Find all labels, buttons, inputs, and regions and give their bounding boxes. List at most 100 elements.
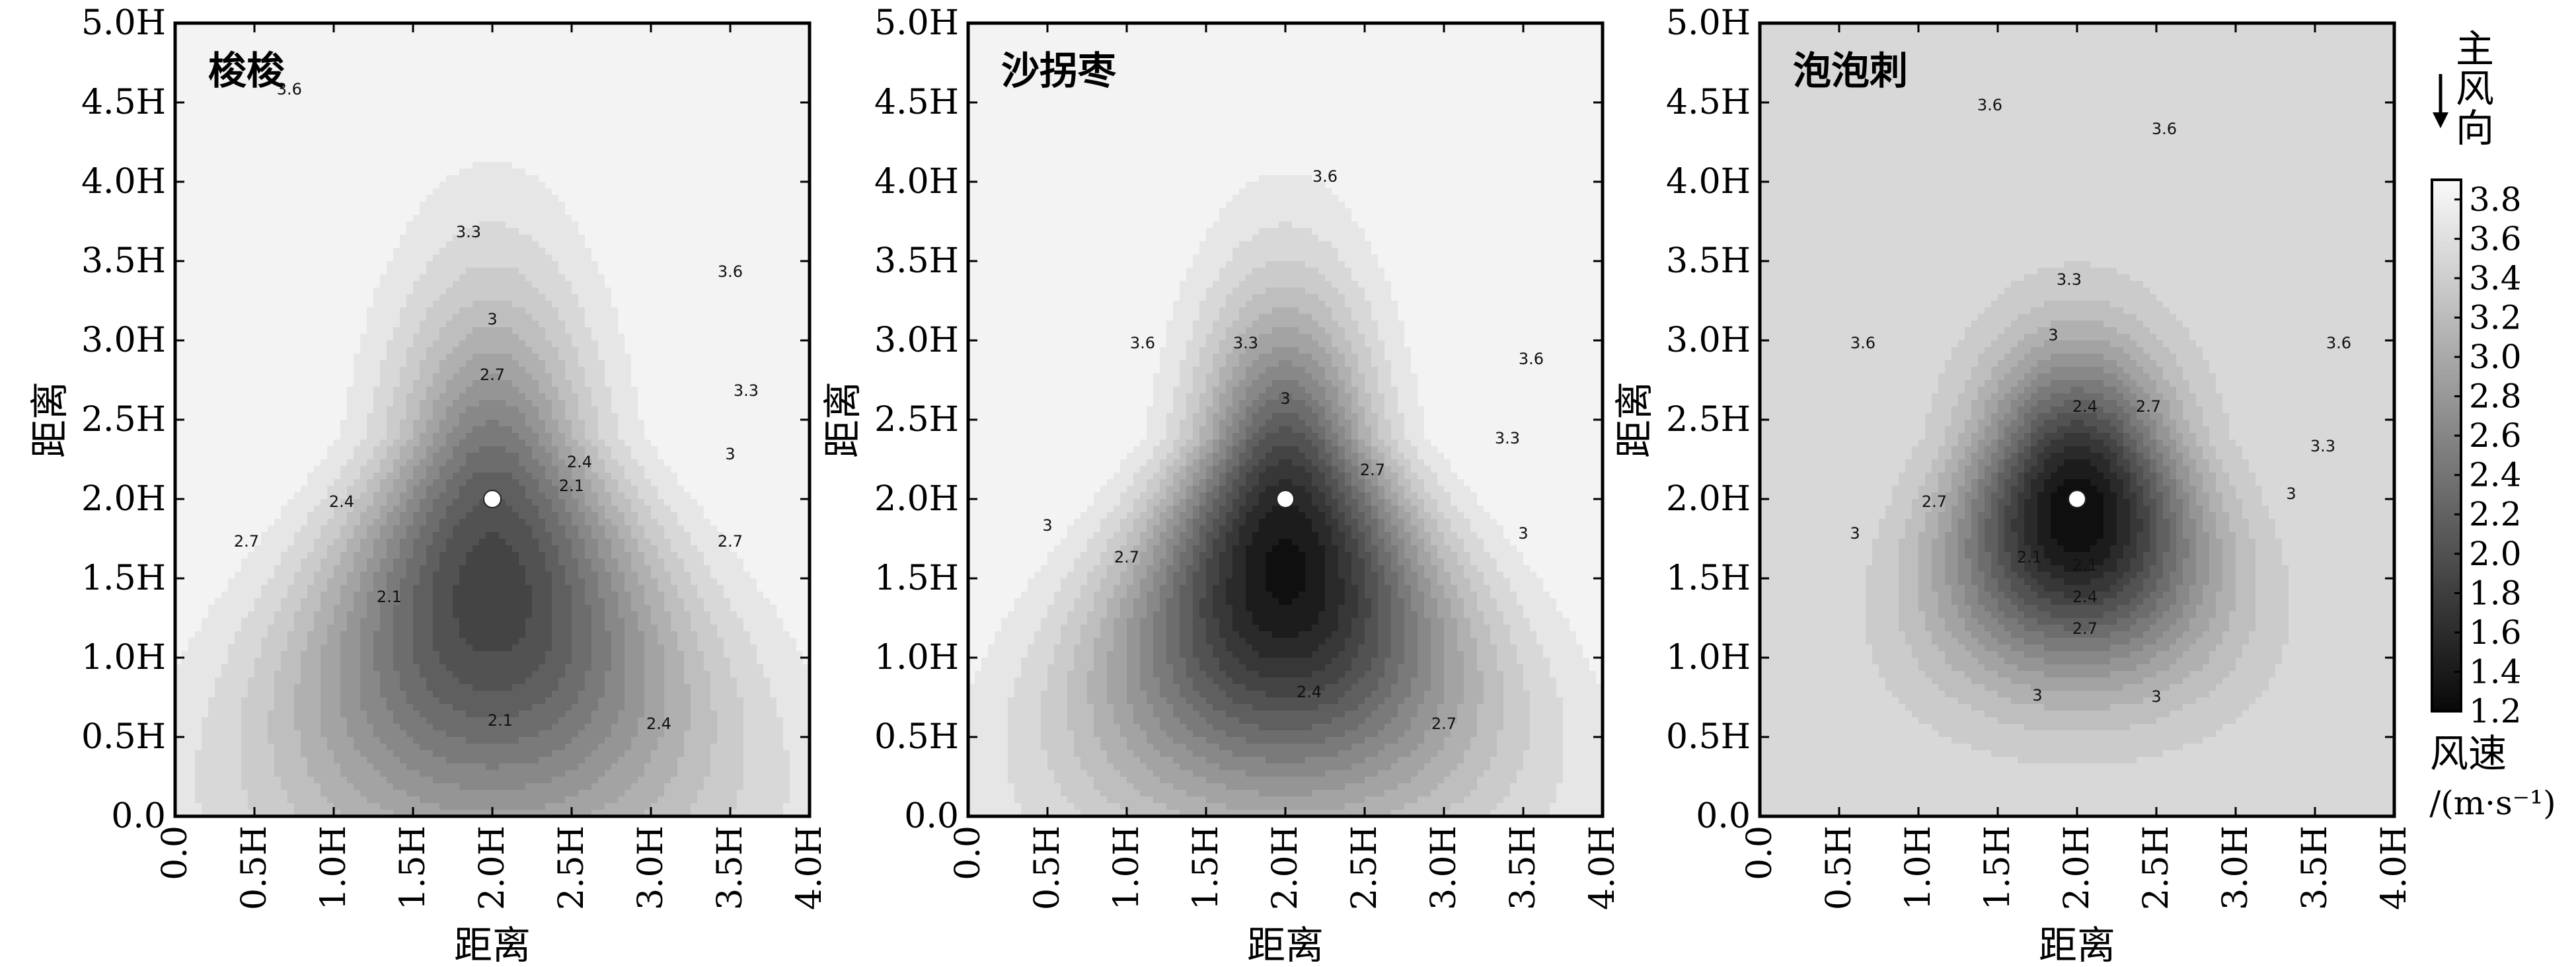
contour-cell xyxy=(195,426,202,434)
contour-cell xyxy=(281,711,288,718)
contour-cell xyxy=(287,129,295,136)
contour-cell xyxy=(228,777,235,784)
contour-cell xyxy=(347,440,354,447)
contour-cell xyxy=(426,605,434,612)
contour-cell xyxy=(426,671,434,678)
contour-cell xyxy=(182,671,189,678)
contour-cell xyxy=(228,89,235,97)
contour-cell xyxy=(380,651,387,658)
contour-cell xyxy=(393,506,400,513)
contour-cell xyxy=(202,221,209,229)
contour-cell xyxy=(248,321,255,328)
contour-cell xyxy=(307,611,315,619)
contour-cell xyxy=(307,631,315,638)
contour-cell xyxy=(261,552,268,559)
contour-cell xyxy=(307,638,315,645)
contour-cell xyxy=(327,559,334,566)
contour-cell xyxy=(314,810,321,816)
contour-cell xyxy=(347,459,354,467)
contour-cell xyxy=(254,473,262,480)
contour-cell xyxy=(215,307,222,315)
contour-cell xyxy=(406,109,414,116)
contour-cell xyxy=(387,327,394,334)
contour-cell xyxy=(314,499,321,506)
contour-cell xyxy=(426,327,434,334)
contour-cell xyxy=(208,116,215,123)
contour-cell xyxy=(208,169,215,176)
contour-cell xyxy=(347,532,354,539)
contour-cell xyxy=(387,155,394,163)
contour-cell xyxy=(327,69,334,77)
contour-cell xyxy=(307,102,315,110)
contour-cell xyxy=(340,446,348,453)
contour-cell xyxy=(188,162,196,169)
contour-cell xyxy=(334,737,341,744)
contour-cell xyxy=(175,274,182,282)
contour-cell xyxy=(182,228,189,235)
contour-cell xyxy=(261,724,268,731)
contour-cell xyxy=(215,730,222,738)
contour-cell xyxy=(287,89,295,97)
contour-cell xyxy=(208,717,215,724)
contour-cell xyxy=(327,578,334,586)
contour-cell xyxy=(347,684,354,691)
contour-cell xyxy=(334,30,341,37)
contour-cell xyxy=(340,373,348,381)
contour-cell xyxy=(446,354,453,361)
contour-cell xyxy=(327,691,334,698)
contour-cell xyxy=(314,347,321,354)
contour-cell xyxy=(340,426,348,434)
contour-cell xyxy=(380,459,387,467)
contour-cell xyxy=(426,129,434,136)
contour-cell xyxy=(387,109,394,116)
contour-cell xyxy=(347,334,354,341)
contour-cell xyxy=(314,730,321,738)
contour-cell xyxy=(406,50,414,57)
contour-cell xyxy=(321,69,328,77)
contour-cell xyxy=(406,512,414,520)
contour-cell xyxy=(334,142,341,149)
contour-cell xyxy=(195,373,202,381)
contour-cell xyxy=(254,552,262,559)
contour-cell xyxy=(228,611,235,619)
contour-cell xyxy=(354,202,361,209)
contour-cell xyxy=(334,235,341,242)
contour-cell xyxy=(446,321,453,328)
contour-cell xyxy=(208,684,215,691)
contour-cell xyxy=(334,281,341,288)
contour-cell xyxy=(420,208,427,215)
contour-cell xyxy=(188,618,196,625)
contour-cell xyxy=(268,202,275,209)
contour-cell xyxy=(367,76,374,83)
contour-cell xyxy=(380,506,387,513)
contour-cell xyxy=(426,611,434,619)
contour-cell xyxy=(241,638,248,645)
contour-cell xyxy=(340,235,348,242)
contour-cell xyxy=(439,373,447,381)
contour-cell xyxy=(360,56,367,63)
contour-cell xyxy=(420,268,427,275)
contour-cell xyxy=(406,552,414,559)
contour-cell xyxy=(439,658,447,665)
contour-cell xyxy=(446,446,453,453)
contour-cell xyxy=(347,677,354,685)
contour-cell xyxy=(188,373,196,381)
contour-cell xyxy=(221,413,229,420)
contour-cell xyxy=(301,135,308,143)
contour-cell xyxy=(406,241,414,249)
contour-cell xyxy=(387,486,394,493)
contour-cell xyxy=(221,479,229,486)
contour-cell xyxy=(254,221,262,229)
contour-cell xyxy=(340,644,348,652)
contour-cell xyxy=(387,684,394,691)
contour-cell xyxy=(261,532,268,539)
contour-cell xyxy=(294,96,301,103)
contour-cell xyxy=(413,644,420,652)
contour-cell xyxy=(373,241,381,249)
contour-cell xyxy=(373,578,381,586)
contour-cell xyxy=(446,479,453,486)
contour-cell xyxy=(426,215,434,222)
contour-cell xyxy=(307,400,315,407)
contour-cell xyxy=(202,188,209,196)
contour-cell xyxy=(254,479,262,486)
